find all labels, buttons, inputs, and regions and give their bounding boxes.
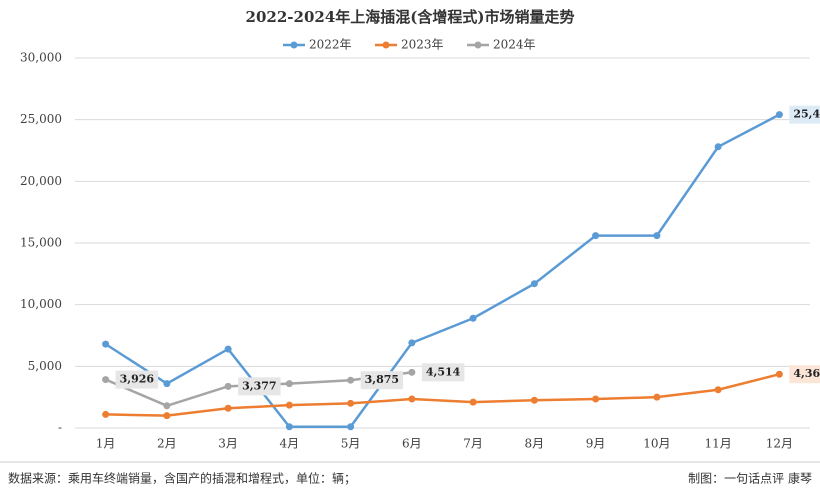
- point: [224, 345, 232, 353]
- point: [102, 410, 110, 418]
- point: [653, 232, 661, 240]
- point: [408, 339, 416, 347]
- point: [408, 368, 416, 376]
- data-label: 4,361: [793, 367, 820, 380]
- point: [530, 396, 538, 404]
- point: [102, 376, 110, 384]
- x-tick-label: 6月: [402, 437, 422, 451]
- x-tick-label: 10月: [643, 437, 670, 451]
- point: [469, 398, 477, 406]
- point: [224, 404, 232, 412]
- point: [653, 393, 661, 401]
- x-tick-label: 5月: [341, 437, 361, 451]
- point: [285, 380, 293, 388]
- source-note: 数据来源：乘用车终端销量，含国产的插混和增程式，单位：辆；: [8, 471, 356, 486]
- data-label-bg: [789, 365, 820, 384]
- point: [592, 232, 600, 240]
- point: [163, 380, 171, 388]
- chart-title: 2022-2024年上海插混(含增程式)市场销量走势: [246, 8, 575, 26]
- legend-marker: [474, 41, 482, 49]
- legend-label: 2022年: [309, 38, 352, 52]
- x-tick-label: 11月: [704, 437, 731, 451]
- x-tick-label: 2月: [157, 437, 177, 451]
- point: [530, 280, 538, 288]
- y-tick-label: 10,000: [20, 297, 62, 311]
- x-tick-label: 1月: [96, 437, 116, 451]
- point: [285, 401, 293, 409]
- point: [163, 412, 171, 420]
- data-label-bg: [421, 363, 465, 382]
- data-label: 3,926: [120, 373, 155, 386]
- point: [163, 402, 171, 410]
- point: [714, 143, 722, 151]
- series-line: [104, 113, 780, 429]
- y-tick-label: 25,000: [20, 112, 62, 126]
- y-tick-label: 5,000: [28, 359, 62, 373]
- point: [592, 395, 600, 403]
- data-label: 25,409: [793, 108, 820, 121]
- x-tick-label: 4月: [280, 437, 300, 451]
- legend-marker: [290, 41, 298, 49]
- x-tick-label: 9月: [586, 437, 606, 451]
- data-label: 3,875: [365, 373, 399, 386]
- point: [347, 376, 355, 384]
- x-tick-label: 8月: [525, 437, 545, 451]
- y-tick-label: 20,000: [20, 174, 62, 188]
- data-label-bg: [789, 105, 820, 124]
- series-line: [105, 373, 780, 417]
- x-tick-label: 12月: [766, 437, 793, 451]
- point: [775, 370, 783, 378]
- point: [102, 340, 110, 348]
- y-tick-label: -: [58, 421, 62, 435]
- data-label: 3,377: [242, 379, 276, 392]
- x-tick-label: 7月: [463, 437, 483, 451]
- point: [469, 314, 477, 322]
- point: [347, 423, 355, 431]
- data-label: 4,514: [426, 365, 461, 378]
- legend-label: 2024年: [493, 38, 536, 52]
- point: [285, 423, 293, 431]
- y-tick-label: 30,000: [20, 51, 62, 65]
- point: [775, 111, 783, 119]
- legend-label: 2023年: [401, 38, 444, 52]
- point: [408, 395, 416, 403]
- point: [714, 386, 722, 394]
- point: [224, 382, 232, 390]
- x-tick-label: 3月: [218, 437, 238, 451]
- point: [347, 399, 355, 407]
- legend-marker: [382, 41, 390, 49]
- data-label-bg: [360, 371, 404, 390]
- data-label-bg: [115, 370, 159, 389]
- y-tick-label: 15,000: [20, 236, 62, 250]
- data-label-bg: [238, 377, 281, 396]
- credit: 制图：一句话点评 康琴: [688, 471, 812, 486]
